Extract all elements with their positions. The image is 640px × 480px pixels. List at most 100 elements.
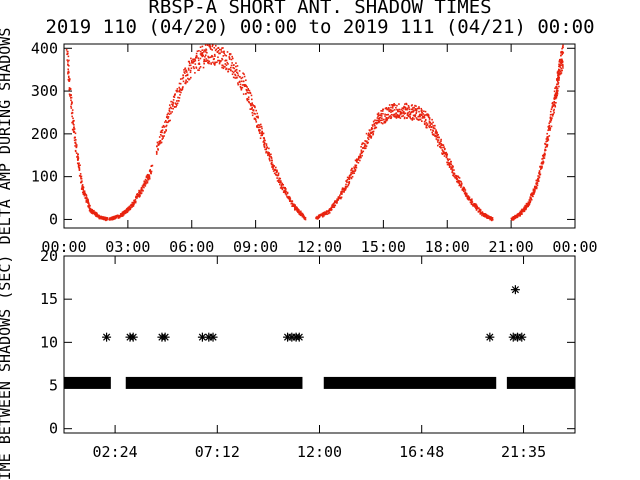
data-point — [170, 100, 172, 103]
data-point — [185, 79, 187, 82]
data-point — [456, 177, 458, 180]
data-point — [261, 127, 263, 130]
data-point — [359, 156, 362, 159]
star-stroke — [209, 333, 217, 341]
data-point — [435, 129, 437, 131]
data-point — [234, 77, 237, 79]
data-point — [213, 62, 215, 65]
data-point — [161, 138, 164, 140]
data-point — [368, 133, 371, 136]
data-point — [415, 111, 418, 113]
data-point — [294, 205, 296, 208]
data-point — [475, 205, 477, 208]
data-point — [440, 144, 443, 146]
data-point — [251, 112, 254, 114]
data-point — [300, 213, 302, 215]
data-point — [331, 204, 333, 207]
data-point — [70, 94, 72, 96]
data-point — [410, 117, 412, 120]
data-point — [534, 188, 536, 191]
data-point — [73, 131, 76, 133]
data-point — [229, 53, 232, 55]
data-point — [116, 214, 119, 217]
data-point — [327, 211, 330, 213]
star-point — [208, 332, 218, 342]
data-point — [407, 114, 410, 117]
data-point — [221, 47, 223, 49]
data-point — [170, 107, 173, 110]
data-point — [371, 131, 374, 134]
data-point — [357, 162, 360, 164]
data-point — [385, 116, 388, 119]
data-point — [72, 120, 75, 123]
data-point — [423, 114, 426, 116]
data-point — [279, 177, 282, 180]
data-point — [393, 104, 395, 107]
data-point — [68, 80, 71, 82]
data-point — [328, 208, 331, 211]
data-point — [180, 89, 183, 92]
data-point — [127, 206, 129, 209]
data-point — [145, 181, 147, 183]
data-point — [129, 207, 132, 209]
data-point — [460, 180, 462, 183]
star-stroke — [198, 333, 207, 341]
data-point — [385, 114, 388, 116]
data-point — [169, 106, 172, 109]
data-point — [556, 92, 559, 95]
data-point — [557, 70, 560, 72]
data-point — [385, 118, 387, 120]
data-point — [190, 67, 193, 70]
data-point — [530, 198, 533, 201]
top-y-tick-label: 0 — [49, 210, 58, 228]
data-point — [210, 62, 212, 64]
data-point — [547, 125, 550, 128]
data-point — [89, 208, 92, 210]
data-point — [328, 212, 331, 214]
data-point — [472, 205, 475, 207]
data-point — [87, 199, 89, 202]
data-point — [360, 149, 363, 152]
data-point — [452, 165, 454, 168]
data-point — [348, 176, 351, 179]
data-point — [278, 179, 280, 182]
data-point — [521, 212, 523, 215]
data-point — [144, 178, 147, 181]
data-point — [414, 109, 417, 111]
data-point — [441, 153, 444, 156]
data-point — [409, 115, 411, 118]
data-point — [92, 212, 95, 214]
data-point — [424, 119, 427, 122]
data-point — [431, 118, 433, 121]
data-point — [125, 210, 128, 213]
data-point — [157, 144, 160, 146]
data-point — [177, 96, 179, 99]
data-point — [388, 107, 390, 110]
data-point — [197, 57, 200, 59]
data-point — [225, 64, 228, 66]
data-point — [295, 207, 298, 210]
data-point — [406, 108, 408, 111]
data-point — [419, 118, 421, 121]
data-point — [134, 199, 137, 201]
data-point — [194, 63, 197, 65]
data-point — [462, 187, 464, 190]
data-point — [83, 190, 86, 192]
interval-band — [323, 376, 497, 389]
data-point — [176, 102, 179, 105]
data-point — [183, 71, 186, 73]
data-point — [391, 104, 393, 106]
data-point — [251, 107, 253, 110]
data-point — [533, 190, 536, 193]
data-point — [121, 212, 123, 215]
data-point — [257, 116, 259, 119]
data-point — [299, 211, 301, 213]
data-point — [68, 88, 71, 91]
data-point — [204, 50, 207, 52]
data-point — [208, 56, 211, 59]
data-point — [377, 112, 380, 114]
data-point — [361, 151, 364, 154]
data-point — [165, 125, 167, 128]
data-point — [281, 182, 284, 185]
data-point — [232, 76, 235, 79]
